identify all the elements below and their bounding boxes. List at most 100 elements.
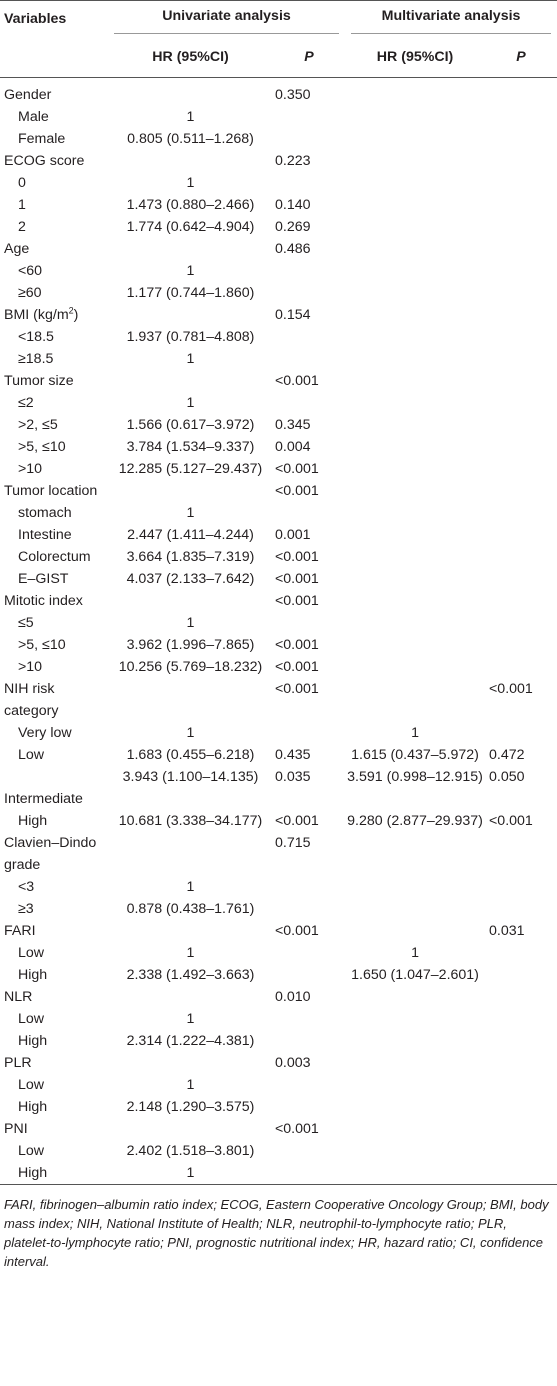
- univariate-p-cell: 0.140: [275, 197, 311, 213]
- multivariate-p-cell: [485, 1030, 557, 1052]
- variables-header: Variables: [4, 11, 67, 27]
- univariate-header: Univariate analysis: [108, 1, 345, 38]
- row-label: >5, ≤10: [18, 637, 66, 653]
- multivariate-hr-cell: [345, 106, 485, 128]
- table-row: Low 1: [0, 1008, 557, 1030]
- row-label: High: [18, 967, 48, 983]
- multivariate-hr-cell: [345, 612, 485, 634]
- multivariate-hr-cell: [345, 414, 485, 436]
- univariate-hr-cell: 2.338 (1.492–3.663): [126, 967, 255, 983]
- univariate-hr-cell: 1: [186, 175, 195, 191]
- univariate-hr-cell: 3.784 (1.534–9.337): [126, 439, 255, 455]
- row-label: Low: [18, 945, 45, 961]
- multivariate-p-cell: [485, 128, 557, 150]
- univariate-hr-cell: 1.683 (0.455–6.218): [126, 747, 255, 763]
- univariate-p-cell: [273, 1008, 345, 1030]
- multivariate-p-cell: [485, 348, 557, 370]
- multivariate-hr-cell: [345, 1162, 485, 1185]
- univariate-hr-cell: 3.962 (1.996–7.865): [126, 637, 255, 653]
- multivariate-hr-cell: [345, 1118, 485, 1140]
- univariate-p-cell: 0.004: [275, 439, 311, 455]
- univariate-hr-cell: 1: [186, 945, 195, 961]
- univariate-p-cell: <0.001: [275, 1121, 319, 1137]
- row-label: >2, ≤5: [18, 417, 58, 433]
- multivariate-hr-cell: [345, 282, 485, 304]
- row-label: 1: [18, 197, 26, 213]
- multivariate-p-cell: [485, 546, 557, 568]
- table-row: NIH risk category <0.001 <0.001: [0, 678, 557, 722]
- row-label: <60: [18, 263, 43, 279]
- univariate-p-cell: <0.001: [275, 483, 319, 499]
- univariate-p-cell: [273, 1030, 345, 1052]
- univariate-p-cell: <0.001: [275, 923, 319, 939]
- table-row: Male 1: [0, 106, 557, 128]
- row-label: High: [18, 1165, 48, 1181]
- table-row: Tumor size <0.001: [0, 370, 557, 392]
- univariate-hr-cell: 10.256 (5.769–18.232): [118, 659, 263, 675]
- row-label: PNI: [4, 1121, 28, 1137]
- multivariate-hr-cell: [345, 370, 485, 392]
- univariate-hr-cell: [108, 150, 273, 172]
- univariate-p-cell: <0.001: [275, 681, 319, 697]
- multivariate-p-cell: [485, 1140, 557, 1162]
- table-row: >2, ≤5 1.566 (0.617–3.972) 0.345: [0, 414, 557, 436]
- multivariate-hr-cell: [345, 326, 485, 348]
- univariate-hr-cell: 2.314 (1.222–4.381): [126, 1033, 255, 1049]
- univariate-p-cell: 0.269: [275, 219, 311, 235]
- multivariate-hr-cell: [345, 172, 485, 194]
- univariate-hr-cell: [108, 920, 273, 942]
- table-row: ≥18.5 1: [0, 348, 557, 370]
- multivariate-hr-cell: 1: [411, 725, 419, 741]
- univariate-p-cell: [273, 326, 345, 348]
- univariate-hr-cell: 0.878 (0.438–1.761): [126, 901, 255, 917]
- univariate-hr-cell: 10.681 (3.338–34.177): [118, 813, 263, 829]
- multivariate-hr-cell: [345, 634, 485, 656]
- multivariate-p-cell: [485, 964, 557, 986]
- row-label: Female: [18, 131, 66, 147]
- univariate-hr-cell: 1: [186, 505, 195, 521]
- row-label: Tumor location: [4, 483, 98, 499]
- multivariate-hr-cell: 3.591 (0.998–12.915): [347, 769, 483, 785]
- multivariate-hr-cell: 1: [411, 945, 419, 961]
- table-row: >10 12.285 (5.127–29.437) <0.001: [0, 458, 557, 480]
- multivariate-hr-cell: [345, 304, 485, 326]
- multivariate-p-cell: [485, 282, 557, 304]
- multivariate-p-cell: [485, 1118, 557, 1140]
- univariate-p-cell: 0.010: [275, 989, 311, 1005]
- multivariate-hr-cell: [345, 1030, 485, 1052]
- row-label: [0, 766, 108, 788]
- univariate-p-cell: 0.435: [275, 747, 311, 763]
- multivariate-hr-cell: [345, 898, 485, 920]
- multivariate-p-cell: [485, 304, 557, 326]
- univariate-p-cell: 0.715: [275, 835, 311, 851]
- row-label: Male: [18, 109, 49, 125]
- univariate-p-cell: [273, 106, 345, 128]
- superscript: 2: [68, 305, 74, 316]
- univariate-p-cell: [273, 172, 345, 194]
- multivariate-hr-cell: [345, 216, 485, 238]
- univariate-p-cell: 0.345: [275, 417, 311, 433]
- row-label: E–GIST: [18, 571, 69, 587]
- table-row: Low 2.402 (1.518–3.801): [0, 1140, 557, 1162]
- footnote: FARI, fibrinogen–albumin ratio index; EC…: [4, 1197, 549, 1269]
- univariate-hr-cell: [108, 590, 273, 612]
- multivariate-p-cell: [485, 150, 557, 172]
- multivariate-hr-cell: [345, 678, 485, 722]
- univariate-hr-cell: 1: [186, 725, 195, 741]
- table-row: Very low 1 1: [0, 722, 557, 744]
- row-label: ≥60: [18, 285, 42, 301]
- univariate-hr-cell: 1: [186, 1165, 195, 1181]
- multivariate-hr-cell: [345, 1074, 485, 1096]
- univariate-p-cell: <0.001: [275, 593, 319, 609]
- univariate-p-cell: [273, 1140, 345, 1162]
- univariate-hr-cell: [108, 1052, 273, 1074]
- multivariate-p-cell: [485, 568, 557, 590]
- univariate-hr-cell: 1: [186, 109, 195, 125]
- multivariate-p-cell: [485, 590, 557, 612]
- table-row: Female 0.805 (0.511–1.268): [0, 128, 557, 150]
- univariate-p-cell: <0.001: [275, 637, 319, 653]
- multivariate-p-cell: <0.001: [489, 813, 533, 829]
- row-label: ≤5: [18, 615, 34, 631]
- univariate-hr-cell: 1: [186, 263, 195, 279]
- row-label: Tumor size: [4, 373, 74, 389]
